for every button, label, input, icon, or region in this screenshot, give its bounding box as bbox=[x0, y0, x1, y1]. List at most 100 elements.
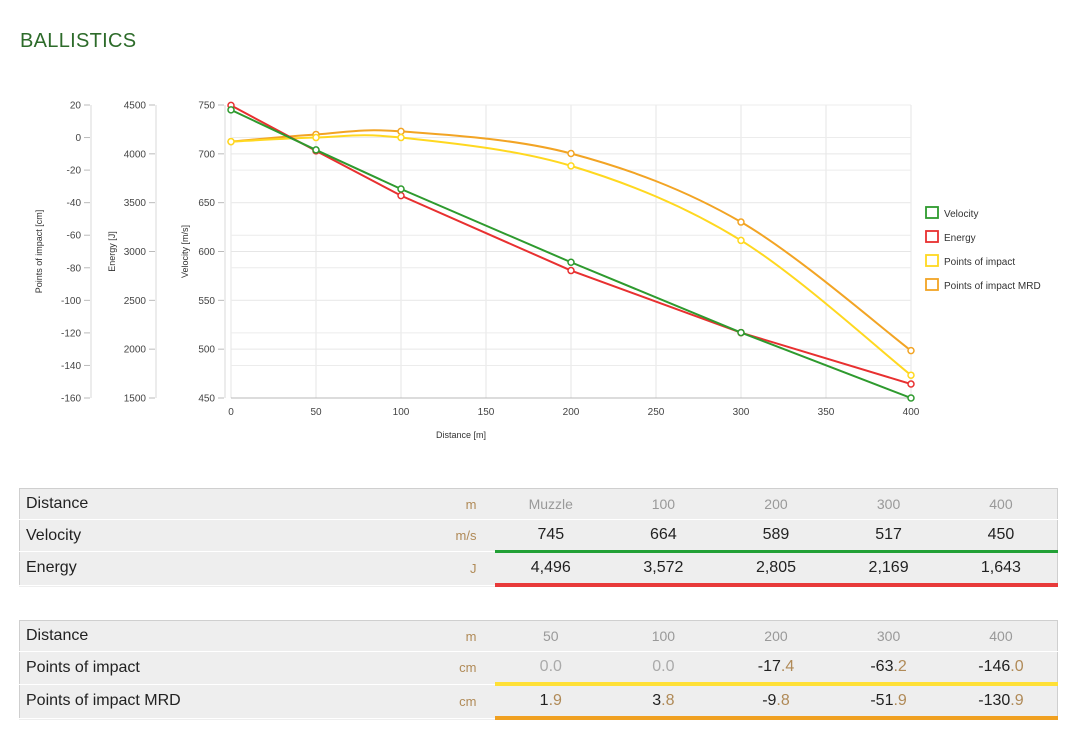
table-cell: 2,169 bbox=[832, 551, 945, 587]
table-cell: Muzzle bbox=[494, 488, 608, 520]
x-axis-title: Distance [m] bbox=[436, 430, 486, 440]
row-label: Velocity bbox=[19, 519, 405, 552]
table-cell: -146.0 bbox=[944, 651, 1058, 686]
table-cell: 300 bbox=[832, 488, 945, 520]
y-tick-label: -100 bbox=[61, 296, 81, 307]
legend-swatch bbox=[925, 278, 939, 291]
data-point bbox=[907, 346, 915, 355]
table-cell: 3,572 bbox=[607, 551, 720, 587]
table-cell: 450 bbox=[944, 519, 1058, 553]
y-tick-label: 0 bbox=[75, 133, 81, 144]
y-tick-label: -140 bbox=[61, 361, 81, 372]
row-label: Points of impact MRD bbox=[19, 684, 405, 719]
x-tick-label: 200 bbox=[563, 407, 580, 418]
table-cell: 50 bbox=[494, 620, 608, 652]
data-point bbox=[907, 394, 915, 402]
x-tick-label: 0 bbox=[228, 407, 234, 418]
legend-label: Velocity bbox=[944, 209, 978, 220]
x-tick-label: 250 bbox=[648, 407, 665, 418]
data-point bbox=[397, 127, 405, 136]
table-row: Distance m 50 100 200 300 400 bbox=[19, 620, 1058, 652]
data-point bbox=[567, 258, 575, 266]
table-cell: 300 bbox=[832, 620, 945, 652]
y-tick-label: -120 bbox=[61, 328, 81, 339]
table-cell: 745 bbox=[494, 519, 608, 553]
y-tick-label: -160 bbox=[61, 394, 81, 405]
y-axis-title: Points of impact [cm] bbox=[34, 210, 44, 294]
table-cell: 664 bbox=[607, 519, 720, 553]
table-cell: 0.0 bbox=[494, 651, 608, 686]
data-point bbox=[397, 185, 405, 193]
data-point bbox=[567, 162, 575, 170]
y-tick-label: 550 bbox=[198, 296, 215, 307]
data-point bbox=[312, 133, 320, 142]
table-cell: 517 bbox=[832, 519, 945, 553]
data-point bbox=[227, 106, 235, 114]
data-point bbox=[567, 266, 575, 275]
row-unit: cm bbox=[404, 684, 495, 719]
y-tick-label: -40 bbox=[67, 198, 82, 209]
row-label: Distance bbox=[19, 488, 405, 520]
points-of-impact-table: Distance m 50 100 200 300 400 Points of … bbox=[19, 620, 1058, 720]
table-row: Velocity m/s 745 664 589 517 450 bbox=[19, 519, 1058, 553]
velocity-energy-table: Distance m Muzzle 100 200 300 400 Veloci… bbox=[19, 488, 1058, 587]
table-cell: 100 bbox=[607, 620, 720, 652]
y-tick-label: 3500 bbox=[124, 198, 147, 209]
x-tick-label: 50 bbox=[310, 407, 322, 418]
legend-swatch bbox=[925, 230, 939, 243]
table-row: Points of impact cm 0.0 0.0 -17.4 -63.2 … bbox=[19, 651, 1058, 686]
table-cell: -63.2 bbox=[832, 651, 945, 686]
y-tick-label: 500 bbox=[198, 345, 215, 356]
table-cell: 2,805 bbox=[719, 551, 833, 587]
table-cell: 400 bbox=[944, 620, 1058, 652]
y-tick-label: 600 bbox=[198, 247, 215, 258]
table-row: Points of impact MRD cm 1.9 3.8 -9.8 -51… bbox=[19, 684, 1058, 720]
table-cell: 1,643 bbox=[944, 551, 1058, 587]
table-row: Distance m Muzzle 100 200 300 400 bbox=[19, 488, 1058, 520]
table-cell: 400 bbox=[944, 488, 1058, 520]
y-tick-label: -60 bbox=[67, 231, 82, 242]
row-label: Energy bbox=[19, 551, 405, 586]
row-unit: m/s bbox=[404, 519, 495, 552]
data-point bbox=[397, 133, 405, 142]
table-cell: 4,496 bbox=[494, 551, 608, 587]
y-tick-label: 4500 bbox=[124, 101, 147, 112]
x-tick-label: 300 bbox=[733, 407, 750, 418]
table-cell: -17.4 bbox=[719, 651, 833, 686]
table-cell: 0.0 bbox=[607, 651, 720, 686]
y-tick-label: 450 bbox=[198, 394, 215, 405]
data-point bbox=[737, 236, 745, 245]
row-unit: m bbox=[404, 488, 495, 520]
x-tick-label: 150 bbox=[478, 407, 495, 418]
table-cell: 3.8 bbox=[607, 684, 720, 720]
y-tick-label: -20 bbox=[67, 166, 82, 177]
row-label: Points of impact bbox=[19, 651, 405, 685]
y-tick-label: 2500 bbox=[124, 296, 147, 307]
page-title: BALLISTICS bbox=[20, 30, 137, 52]
x-tick-label: 350 bbox=[818, 407, 835, 418]
legend-label: Energy bbox=[944, 233, 976, 244]
y-tick-label: 700 bbox=[198, 149, 215, 160]
data-point bbox=[312, 146, 320, 154]
table-cell: 589 bbox=[719, 519, 833, 553]
table-cell: -9.8 bbox=[719, 684, 833, 720]
y-tick-label: 2000 bbox=[124, 345, 147, 356]
table-cell: 200 bbox=[719, 620, 833, 652]
table-row: Energy J 4,496 3,572 2,805 2,169 1,643 bbox=[19, 551, 1058, 587]
table-cell: 200 bbox=[719, 488, 833, 520]
series-line bbox=[230, 108, 912, 399]
row-unit: m bbox=[404, 620, 495, 652]
legend-swatch bbox=[925, 254, 939, 267]
y-tick-label: 1500 bbox=[124, 394, 147, 405]
y-tick-label: 650 bbox=[198, 198, 215, 209]
y-tick-label: 4000 bbox=[124, 149, 147, 160]
data-point bbox=[397, 191, 405, 200]
y-axis-title: Velocity [m/s] bbox=[180, 225, 190, 278]
data-point bbox=[737, 328, 745, 337]
row-label: Distance bbox=[19, 620, 405, 652]
x-tick-label: 400 bbox=[903, 407, 920, 418]
y-tick-label: -80 bbox=[67, 263, 82, 274]
legend-swatch bbox=[925, 206, 939, 219]
y-tick-label: 750 bbox=[198, 101, 215, 112]
